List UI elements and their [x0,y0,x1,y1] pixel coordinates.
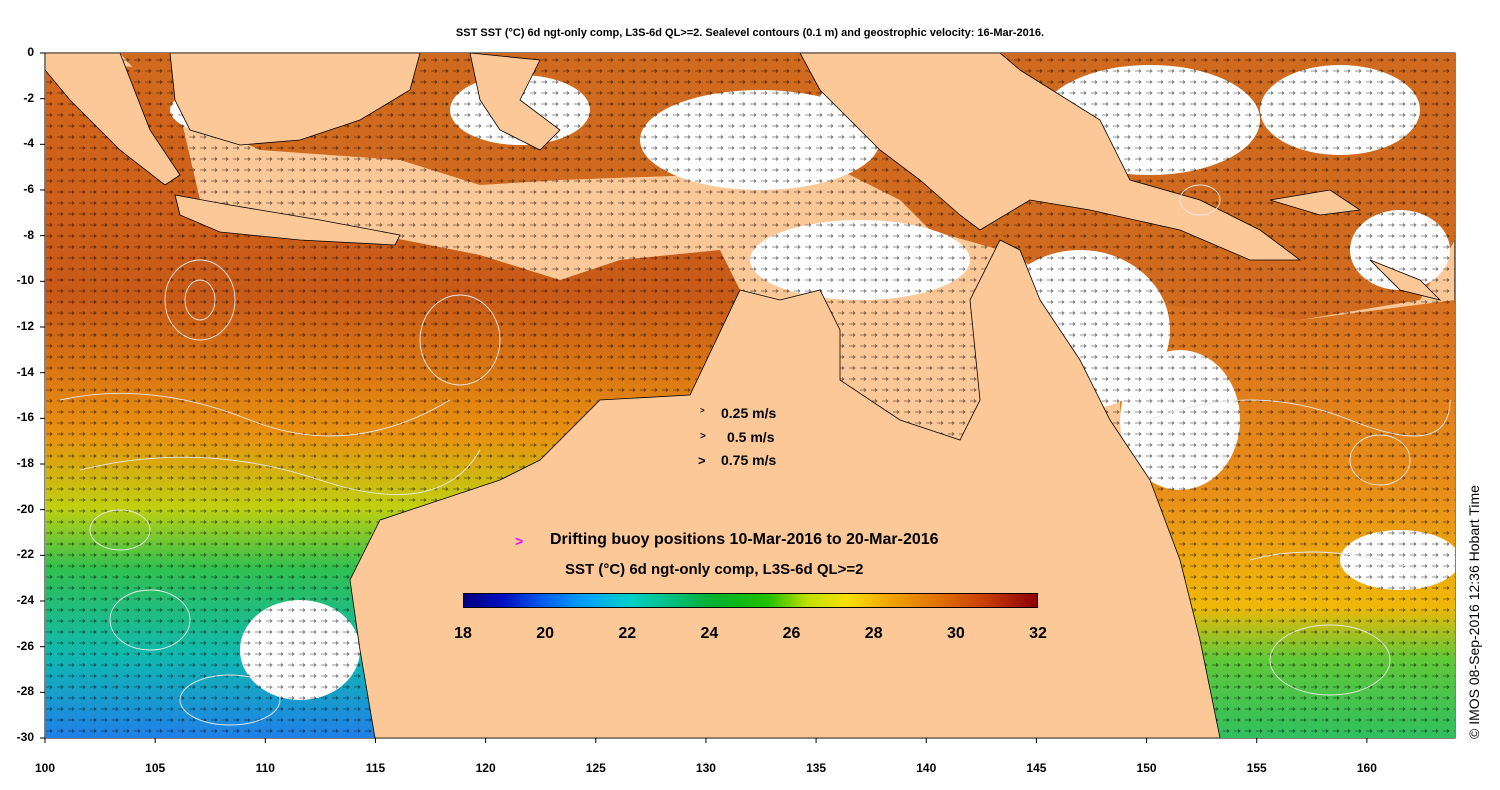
borneo [169,53,421,146]
colorbar-tick-label: 22 [618,625,637,642]
x-tick-label: 120 [475,761,496,775]
y-tick-label: -20 [16,501,34,516]
colorbar-tick-label: 30 [946,625,965,642]
colorbar-tick-label: 18 [454,625,472,642]
tick-marks [40,52,1368,743]
x-tick-label: 135 [806,761,827,775]
y-tick-label: -12 [16,319,34,333]
x-tick-label: 150 [1136,761,1157,775]
x-tick-label: 140 [916,761,937,775]
y-tick-label: -8 [23,227,34,242]
y-tick-label: -16 [16,410,34,425]
x-tick-label: 130 [695,761,716,775]
colorbar-tick-label: 20 [536,625,555,642]
solomon-islands [1369,259,1442,301]
velocity-legend-label-2: 0.5 m/s [727,429,775,445]
y-tick-label: -6 [23,182,34,196]
arrow-icon: > [700,431,706,442]
colorbar [463,593,1038,608]
land [45,53,1442,738]
y-tick-label: -22 [16,547,34,562]
y-tick-label: -10 [16,273,34,288]
colorbar-tick-label: 26 [782,625,801,642]
sumatra [45,53,181,186]
x-tick-label: 100 [34,761,56,775]
buoy-legend-label: Drifting buoy positions 10-Mar-2016 to 2… [550,531,939,548]
sulawesi [469,53,561,151]
arrow-icon: > [698,453,706,468]
x-tick-label: 160 [1356,761,1377,775]
colorbar-tick-label: 24 [700,625,719,642]
y-tick-label: 0 [27,45,34,59]
y-tick-label: -18 [16,456,34,470]
colorbar-tick-label: 28 [864,625,883,642]
new-guinea [799,53,1302,261]
australia [349,239,1221,738]
arrow-icon: > [700,406,705,415]
credit-text: © IMOS 08-Sep-2016 12:36 Hobart Time [1466,485,1482,739]
x-tick-label: 105 [145,761,166,775]
x-tick-label: 115 [365,761,386,775]
x-tick-label: 110 [255,761,275,775]
y-tick-label: -26 [16,638,34,653]
x-tick-label: 145 [1026,761,1047,775]
y-tick-label: -30 [16,730,34,744]
sealevel-contours [59,184,1451,726]
map-title: SST SST (°C) 6d ngt-only comp, L3S-6d QL… [455,27,1045,39]
y-tick-label: -28 [16,684,34,699]
x-tick-label: 155 [1246,761,1267,775]
colorbar-title: SST (°C) 6d ngt-only comp, L3S-6d QL>=2 [565,561,864,578]
colorbar-tick-label: 32 [1029,625,1047,642]
x-tick-label: 125 [585,761,606,775]
velocity-legend-label-1: 0.25 m/s [721,405,777,421]
y-tick-label: -2 [23,90,34,105]
buoy-marker-icon: > [515,533,524,549]
y-tick-label: -4 [23,136,34,151]
new-britain [1269,189,1362,216]
y-tick-label: -14 [16,364,34,379]
y-tick-label: -24 [16,593,34,607]
java [174,194,401,246]
velocity-legend-label-3: 0.75 m/s [721,452,777,468]
